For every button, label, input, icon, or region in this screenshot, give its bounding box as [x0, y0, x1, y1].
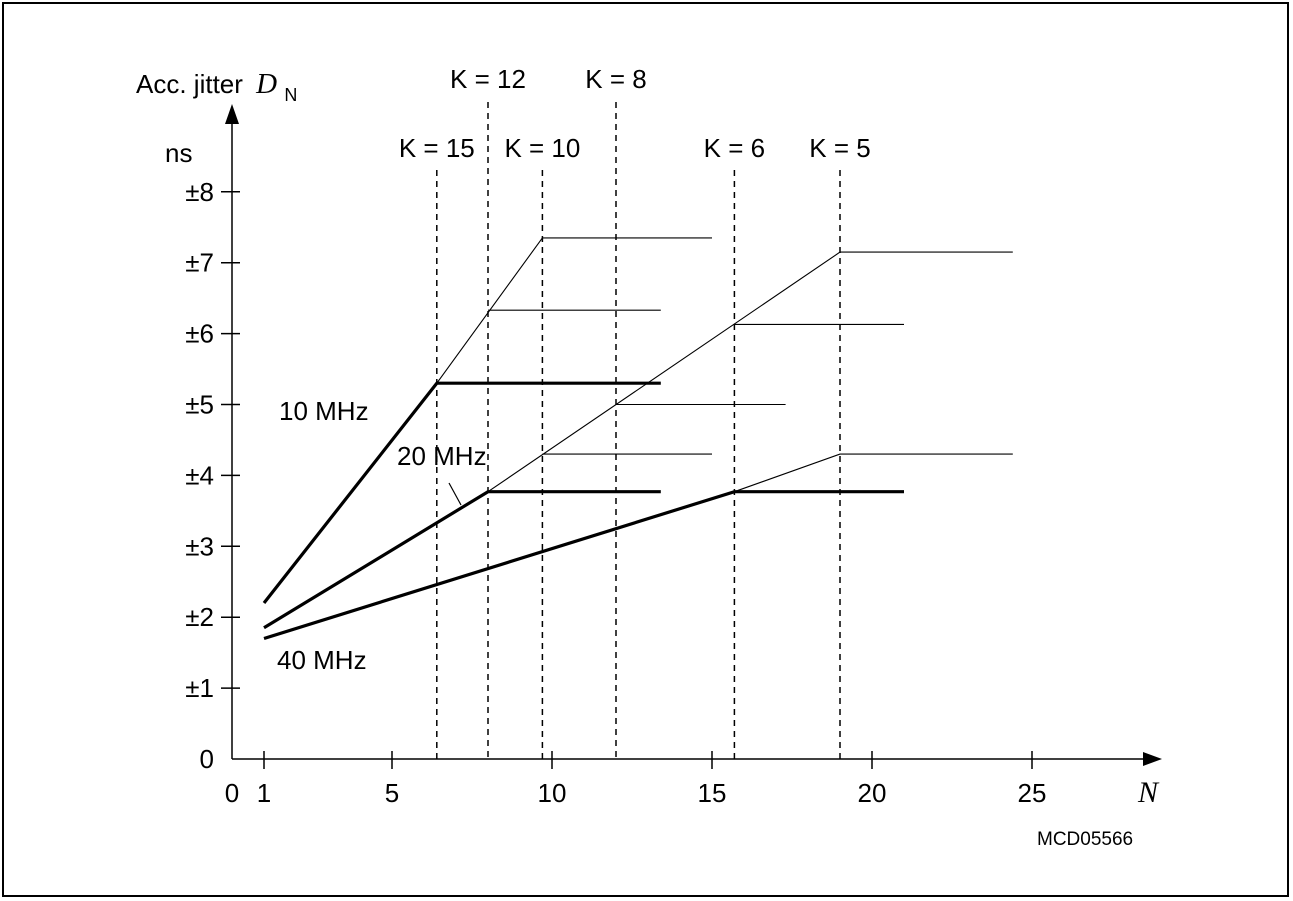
- series-line-thin: [734, 453, 1013, 493]
- x-tick-label: 10: [538, 778, 567, 808]
- x-axis-arrow-icon: [1143, 752, 1162, 766]
- y-tick-label: ±3: [185, 531, 214, 561]
- k-divider-label: K = 10: [504, 133, 580, 163]
- y-tick-label: ±8: [185, 177, 214, 207]
- x-tick-label: 1: [257, 778, 271, 808]
- y-axis-subscript: N: [284, 85, 297, 105]
- k-divider-label: K = 5: [809, 133, 870, 163]
- series-label-10mhz: 10 MHz: [279, 396, 369, 426]
- k-divider-label: K = 12: [450, 64, 526, 94]
- y-axis-symbol: D: [255, 68, 277, 100]
- y-tick-label: 0: [200, 744, 214, 774]
- series-line-thin: [436, 237, 712, 384]
- series-label-20mhz-leader: [448, 482, 462, 506]
- series-line-bold: [263, 490, 661, 630]
- k-divider-label: K = 15: [399, 133, 475, 163]
- series-label-20mhz: 20 MHz: [397, 441, 487, 471]
- y-axis-arrow-icon: [225, 104, 239, 124]
- x-tick-label: 25: [1018, 778, 1047, 808]
- y-tick-label: ±6: [185, 319, 214, 349]
- series-line-thin: [487, 251, 1013, 493]
- series-label-40mhz: 40 MHz: [277, 645, 367, 675]
- x-tick-label: 5: [385, 778, 399, 808]
- y-tick-label: ±1: [185, 673, 214, 703]
- x-axis-title: N: [1137, 776, 1160, 809]
- y-tick-label: ±7: [185, 248, 214, 278]
- y-tick-label: ±5: [185, 390, 214, 420]
- k-divider-label: K = 8: [585, 64, 646, 94]
- y-tick-label: ±4: [185, 460, 214, 490]
- x-tick-label: 15: [698, 778, 727, 808]
- y-axis-title: Acc. jitter D N: [136, 68, 297, 105]
- series-line-bold: [263, 490, 904, 641]
- x-tick-label: 0: [225, 778, 239, 808]
- y-axis-unit: ns: [165, 138, 192, 168]
- x-tick-label: 20: [858, 778, 887, 808]
- y-tick-label: ±2: [185, 602, 214, 632]
- k-divider-label: K = 6: [704, 133, 765, 163]
- figure-id: MCD05566: [1037, 829, 1133, 850]
